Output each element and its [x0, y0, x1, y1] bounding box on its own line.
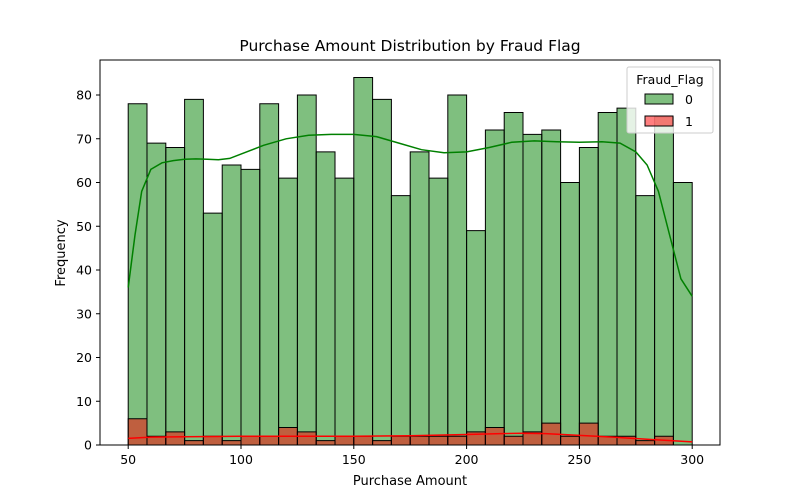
x-tick-label-50: 50 — [120, 452, 136, 467]
bar-fraud-0-bin-18 — [466, 230, 486, 446]
y-tick-label-40: 40 — [76, 263, 92, 278]
bar-fraud-1-bin-20 — [503, 435, 524, 446]
bar-fraud-1-bin-24 — [578, 422, 599, 446]
x-tick-label-300: 300 — [680, 452, 704, 467]
bar-fraud-0-bin-3 — [184, 98, 204, 446]
y-axis-label: Frequency — [54, 219, 69, 286]
bar-fraud-0-bin-23 — [560, 182, 580, 446]
legend-title: Fraud_Flag — [636, 72, 703, 87]
bar-fraud-0-bin-11 — [334, 177, 355, 446]
bar-fraud-0-bin-14 — [390, 195, 411, 446]
bar-fraud-0-bin-28 — [654, 116, 674, 446]
plot-frame — [99, 59, 721, 446]
bar-fraud-0-bin-5 — [221, 164, 242, 446]
bar-fraud-1-bin-5 — [221, 440, 242, 446]
x-tick-label-200: 200 — [455, 452, 479, 467]
bar-fraud-1-bin-13 — [372, 440, 392, 446]
y-tick-label-20: 20 — [76, 350, 92, 365]
legend-label-0: 0 — [685, 92, 693, 107]
bar-fraud-1-bin-23 — [560, 435, 580, 446]
bar-fraud-0-bin-10 — [315, 151, 336, 446]
y-tick-label-70: 70 — [76, 131, 92, 146]
bar-fraud-1-bin-19 — [484, 427, 505, 446]
x-tick-label-250: 250 — [567, 452, 591, 467]
bar-fraud-0-bin-20 — [503, 112, 524, 446]
legend-label-1: 1 — [685, 114, 693, 129]
y-tick-label-0: 0 — [84, 438, 92, 453]
bar-fraud-1-bin-27 — [635, 440, 656, 446]
x-tick-label-100: 100 — [229, 452, 253, 467]
bar-fraud-0-bin-13 — [372, 98, 392, 446]
bar-fraud-0-bin-24 — [578, 147, 599, 446]
bar-fraud-1-bin-11 — [334, 435, 355, 446]
legend: Fraud_Flag 0 1 — [626, 66, 714, 134]
bar-fraud-1-bin-0 — [127, 418, 148, 446]
chart-title: Purchase Amount Distribution by Fraud Fl… — [239, 37, 580, 55]
bar-fraud-0-bin-6 — [240, 168, 261, 446]
bars-layer — [127, 77, 693, 446]
bar-fraud-0-bin-2 — [165, 147, 186, 446]
bar-fraud-1-bin-12 — [353, 435, 374, 446]
bar-fraud-1-bin-3 — [184, 440, 204, 446]
bar-fraud-1-bin-14 — [390, 435, 411, 446]
legend-swatch-1 — [644, 115, 674, 127]
bar-fraud-0-bin-12 — [353, 77, 374, 446]
bar-fraud-1-bin-17 — [447, 435, 468, 446]
bar-fraud-0-bin-27 — [635, 195, 656, 446]
legend-swatch-0 — [644, 93, 674, 105]
bar-fraud-0-bin-9 — [296, 94, 317, 446]
y-tick-label-60: 60 — [76, 175, 92, 190]
y-tick-label-30: 30 — [76, 306, 92, 321]
kde-line-fraud-0 — [127, 133, 693, 297]
bar-fraud-0-bin-25 — [597, 112, 618, 446]
bar-fraud-0-bin-19 — [484, 129, 505, 446]
y-tick-label-10: 10 — [76, 394, 92, 409]
bar-fraud-0-bin-26 — [616, 107, 637, 446]
bar-fraud-0-bin-16 — [428, 177, 449, 446]
bar-fraud-0-bin-8 — [278, 177, 298, 446]
bar-fraud-1-bin-9 — [296, 431, 317, 446]
bar-fraud-0-bin-17 — [447, 94, 468, 446]
bar-fraud-0-bin-21 — [522, 133, 543, 446]
bar-fraud-1-bin-2 — [165, 431, 186, 446]
bar-fraud-0-bin-4 — [202, 212, 223, 446]
bar-fraud-1-bin-10 — [315, 440, 336, 446]
bar-fraud-1-bin-16 — [428, 435, 449, 446]
y-tick-label-80: 80 — [76, 88, 92, 103]
bar-fraud-1-bin-15 — [409, 435, 430, 446]
x-axis-label: Purchase Amount — [353, 474, 467, 489]
bar-fraud-0-bin-7 — [259, 103, 280, 446]
bar-fraud-0-bin-22 — [541, 129, 562, 446]
bar-fraud-1-bin-6 — [240, 435, 261, 446]
kde-layer — [127, 133, 693, 443]
bar-fraud-1-bin-4 — [202, 435, 223, 446]
bar-fraud-0-bin-29 — [672, 182, 693, 446]
y-tick-label-50: 50 — [76, 219, 92, 234]
bar-fraud-0-bin-0 — [127, 103, 148, 446]
bar-fraud-0-bin-1 — [146, 142, 167, 446]
x-tick-label-150: 150 — [342, 452, 366, 467]
bar-fraud-0-bin-15 — [409, 151, 430, 446]
kde-line-fraud-1 — [128, 432, 693, 443]
bar-fraud-1-bin-7 — [259, 435, 280, 446]
